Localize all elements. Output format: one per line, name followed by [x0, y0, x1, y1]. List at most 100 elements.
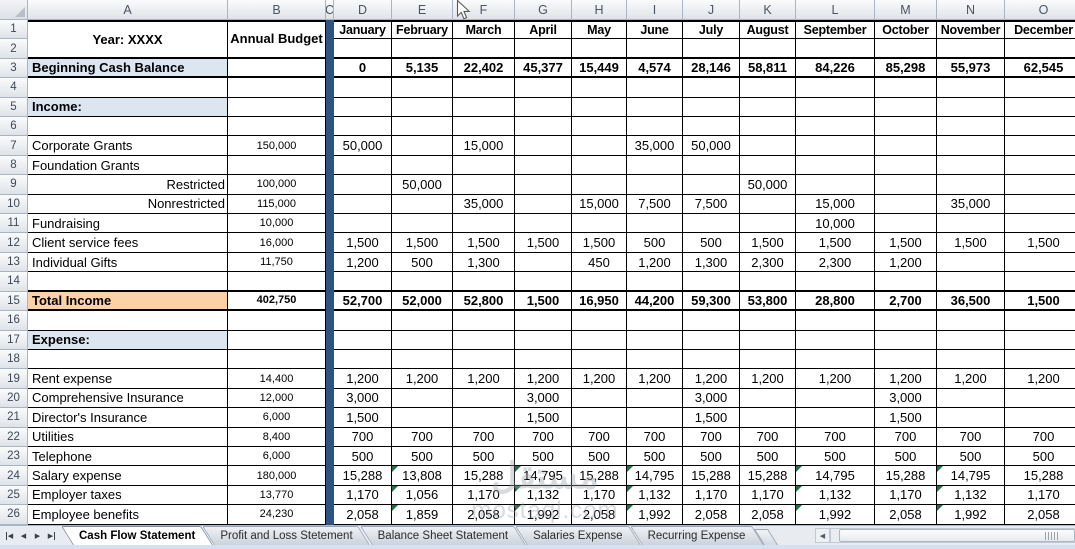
row-header-17[interactable]: 17 — [0, 330, 28, 350]
column-header-M[interactable]: M — [875, 0, 937, 20]
cell-G22[interactable]: 700 — [515, 427, 572, 447]
cell-K11[interactable] — [740, 214, 796, 234]
row-header-4[interactable]: 4 — [0, 78, 28, 98]
cell-L22[interactable]: 700 — [796, 427, 875, 447]
cell-G12[interactable]: 1,500 — [515, 233, 572, 253]
cell-I4[interactable] — [627, 78, 683, 98]
column-header-N[interactable]: N — [937, 0, 1005, 20]
cell-E26[interactable]: 1,859 — [392, 505, 453, 525]
cell-O5[interactable] — [1005, 97, 1075, 118]
cell-E20[interactable] — [392, 388, 453, 409]
cell-K12[interactable]: 1,500 — [740, 233, 796, 253]
tab-splitter-grip-icon[interactable] — [1045, 532, 1059, 540]
cell-L13[interactable]: 2,300 — [796, 252, 875, 273]
cell-K10[interactable] — [740, 194, 796, 215]
cell-H22[interactable]: 700 — [572, 427, 627, 447]
cell-H7[interactable] — [572, 136, 627, 156]
cell-E14[interactable] — [392, 272, 453, 292]
cell-M6[interactable] — [875, 117, 937, 137]
cell-row2-O[interactable] — [1005, 39, 1075, 59]
cell-M4[interactable] — [875, 78, 937, 98]
cell-M24[interactable]: 15,288 — [875, 466, 937, 486]
cell-H16[interactable] — [572, 311, 627, 331]
cell-month-header-january[interactable]: January — [334, 20, 392, 40]
cell-J13[interactable]: 1,300 — [683, 252, 740, 273]
cell-B1-annual-budget[interactable]: Annual Budget — [228, 20, 326, 59]
row-header-26[interactable]: 26 — [0, 505, 28, 525]
cell-M23[interactable]: 500 — [875, 446, 937, 467]
row-header-23[interactable]: 23 — [0, 446, 28, 467]
cell-F18[interactable] — [453, 349, 515, 370]
cell-A6[interactable] — [28, 117, 228, 137]
cell-K5[interactable] — [740, 97, 796, 118]
column-header-D[interactable]: D — [334, 0, 392, 20]
cell-A13[interactable]: Individual Gifts — [28, 252, 228, 273]
cell-B12[interactable]: 16,000 — [228, 233, 326, 253]
cell-N11[interactable] — [937, 214, 1005, 234]
cell-E10[interactable] — [392, 194, 453, 215]
cell-K16[interactable] — [740, 311, 796, 331]
cell-I22[interactable]: 700 — [627, 427, 683, 447]
cell-F16[interactable] — [453, 311, 515, 331]
cell-G17[interactable] — [515, 330, 572, 350]
cell-L7[interactable] — [796, 136, 875, 156]
cell-O19[interactable]: 1,200 — [1005, 369, 1075, 389]
row-header-16[interactable]: 16 — [0, 311, 28, 331]
cell-E21[interactable] — [392, 408, 453, 428]
cell-O9[interactable] — [1005, 175, 1075, 195]
cell-H26[interactable]: 2,058 — [572, 505, 627, 525]
cell-A12[interactable]: Client service fees — [28, 233, 228, 253]
cell-G25[interactable]: 1,132 — [515, 485, 572, 506]
cell-K14[interactable] — [740, 272, 796, 292]
cell-L8[interactable] — [796, 155, 875, 176]
cell-F7[interactable]: 15,000 — [453, 136, 515, 156]
cell-I23[interactable]: 500 — [627, 446, 683, 467]
cell-J14[interactable] — [683, 272, 740, 292]
cell-O25[interactable]: 1,170 — [1005, 485, 1075, 506]
cell-N18[interactable] — [937, 349, 1005, 370]
cell-H15[interactable]: 16,950 — [572, 291, 627, 312]
cell-F21[interactable] — [453, 408, 515, 428]
cell-A20[interactable]: Comprehensive Insurance — [28, 388, 228, 409]
cell-O22[interactable]: 700 — [1005, 427, 1075, 447]
horizontal-scrollbar[interactable] — [830, 528, 1075, 543]
cell-J20[interactable]: 3,000 — [683, 388, 740, 409]
cell-E25[interactable]: 1,056 — [392, 485, 453, 506]
cell-E11[interactable] — [392, 214, 453, 234]
cell-O21[interactable] — [1005, 408, 1075, 428]
cell-E16[interactable] — [392, 311, 453, 331]
cell-month-header-november[interactable]: November — [937, 20, 1005, 40]
cell-O4[interactable] — [1005, 78, 1075, 98]
cell-I16[interactable] — [627, 311, 683, 331]
cell-J10[interactable]: 7,500 — [683, 194, 740, 215]
cell-J26[interactable]: 2,058 — [683, 505, 740, 525]
cell-K8[interactable] — [740, 155, 796, 176]
cell-row2-H[interactable] — [572, 39, 627, 59]
cell-A1-year[interactable]: Year: XXXX — [28, 20, 228, 59]
cell-month-header-june[interactable]: June — [627, 20, 683, 40]
cell-A18[interactable] — [28, 349, 228, 370]
cell-D25[interactable]: 1,170 — [334, 485, 392, 506]
cell-F23[interactable]: 500 — [453, 446, 515, 467]
cell-N13[interactable] — [937, 252, 1005, 273]
cell-F10[interactable]: 35,000 — [453, 194, 515, 215]
row-header-19[interactable]: 19 — [0, 369, 28, 389]
cell-A19[interactable]: Rent expense — [28, 369, 228, 389]
cell-F4[interactable] — [453, 78, 515, 98]
cell-K21[interactable] — [740, 408, 796, 428]
cell-M20[interactable]: 3,000 — [875, 388, 937, 409]
cell-I21[interactable] — [627, 408, 683, 428]
cell-D24[interactable]: 15,288 — [334, 466, 392, 486]
cell-E23[interactable]: 500 — [392, 446, 453, 467]
cell-B19[interactable]: 14,400 — [228, 369, 326, 389]
cell-N21[interactable] — [937, 408, 1005, 428]
cell-N19[interactable]: 1,200 — [937, 369, 1005, 389]
cell-L16[interactable] — [796, 311, 875, 331]
cell-G21[interactable]: 1,500 — [515, 408, 572, 428]
cell-M22[interactable]: 700 — [875, 427, 937, 447]
cell-A10[interactable]: Nonrestricted — [28, 194, 228, 215]
cell-J11[interactable] — [683, 214, 740, 234]
cell-row2-N[interactable] — [937, 39, 1005, 59]
cell-O16[interactable] — [1005, 311, 1075, 331]
cell-M21[interactable]: 1,500 — [875, 408, 937, 428]
